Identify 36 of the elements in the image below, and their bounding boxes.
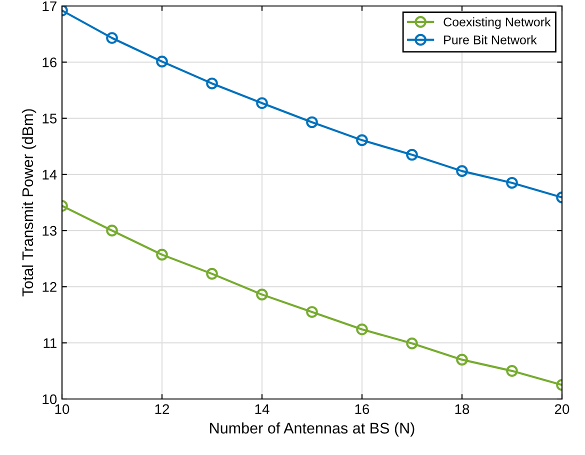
x-tick-label: 12	[155, 404, 170, 414]
y-tick-label: 10	[42, 394, 57, 404]
point	[156, 56, 168, 68]
point	[456, 165, 468, 177]
point	[306, 116, 318, 128]
y-tick-label: 16	[42, 57, 57, 68]
x-tick-label: 20	[554, 404, 570, 414]
y-tick-label: 11	[44, 338, 56, 348]
x-tick-label: 16	[355, 404, 370, 414]
x-tick-label: 18	[455, 404, 470, 414]
y-tick-label: 15	[42, 114, 57, 124]
y-tick-label: 17	[42, 1, 56, 12]
legend-label: Pure Bit Network	[444, 35, 537, 44]
point	[356, 323, 368, 336]
point	[256, 97, 268, 110]
point	[106, 32, 118, 44]
point	[406, 148, 418, 161]
point	[506, 365, 518, 377]
point	[406, 338, 418, 350]
legend-label: Coexisting Network	[444, 17, 551, 29]
x-tick-label: 14	[255, 404, 270, 414]
y-tick-label: 14	[42, 170, 57, 180]
x-tick-label: 10	[55, 404, 70, 414]
point	[506, 176, 518, 189]
point	[206, 268, 218, 280]
point	[456, 354, 468, 366]
y-tick-label: 13	[42, 226, 57, 236]
point	[356, 134, 368, 146]
point	[106, 224, 118, 236]
x-axis-title: Number of Antennas at BS (N)	[210, 422, 414, 437]
point	[256, 288, 268, 300]
point	[156, 248, 168, 261]
point	[306, 306, 318, 318]
y-tick-label: 12	[42, 282, 56, 292]
y-axis-title: Total Transmit Power (dBm)	[22, 109, 36, 296]
point	[206, 78, 218, 90]
